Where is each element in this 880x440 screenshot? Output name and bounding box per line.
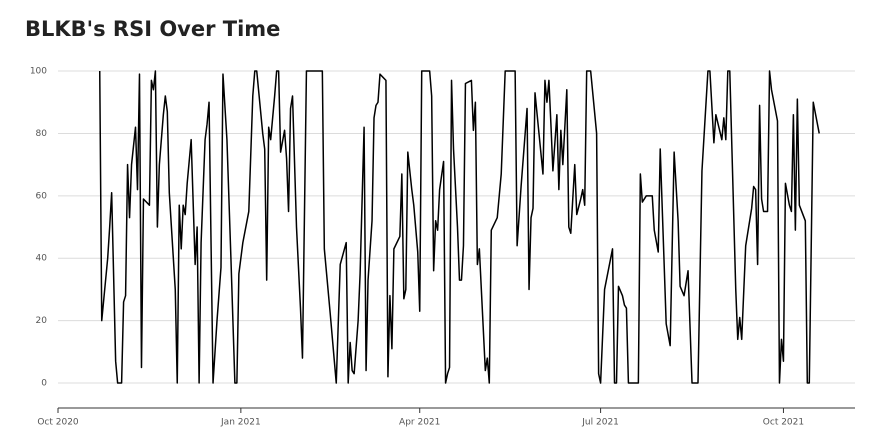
x-tick-label: Jul 2021 (581, 418, 619, 428)
y-tick-label: 60 (36, 191, 48, 201)
y-tick-label: 0 (41, 379, 47, 389)
y-tick-label: 40 (36, 254, 48, 264)
chart-title: BLKB's RSI Over Time (25, 17, 280, 41)
y-tick-label: 80 (36, 129, 48, 139)
x-tick-label: Apr 2021 (399, 418, 440, 428)
x-tick-label: Jan 2021 (220, 418, 261, 428)
y-tick-label: 20 (36, 316, 48, 326)
x-tick-label: Oct 2020 (37, 418, 79, 428)
x-tick-label: Oct 2021 (763, 418, 804, 428)
rsi-line (98, 70, 820, 384)
y-tick-label: 100 (30, 67, 47, 77)
